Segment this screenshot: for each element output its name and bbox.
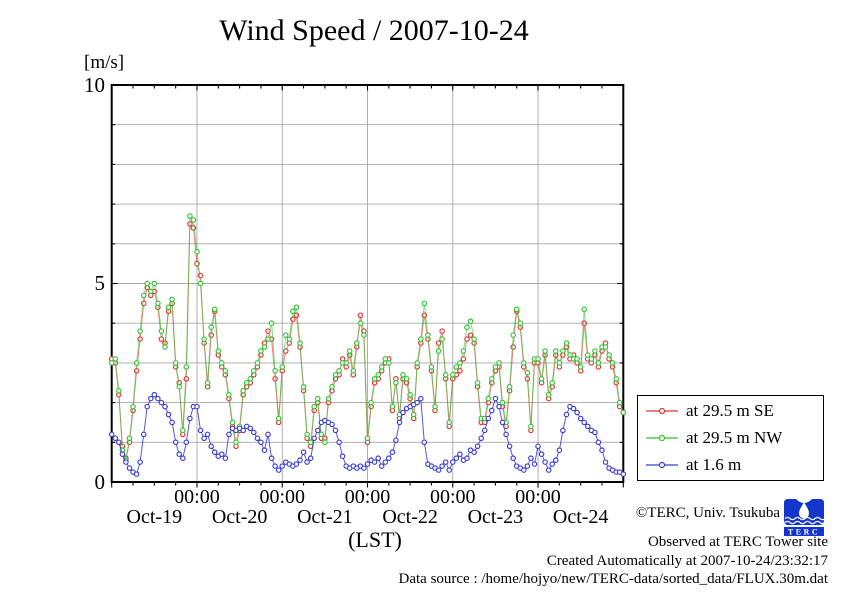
x-date-label-oct-23: Oct-23 — [467, 506, 524, 528]
x-date-label-oct-24: Oct-24 — [552, 506, 609, 528]
terc-logo-text: TERC — [788, 528, 820, 536]
x-date-label-oct-19: Oct-19 — [126, 506, 183, 528]
x-tick-label-midnight-5: 00:00 — [515, 486, 561, 508]
x-tick-label-midnight-2: 00:00 — [259, 486, 305, 508]
terc-logo: TERC — [784, 499, 824, 536]
x-axis-label: (LST) — [348, 527, 402, 552]
legend-row-1-6m: at 1.6 m — [645, 455, 823, 475]
footer-created: Created Automatically at 2007-10-24/23:3… — [546, 553, 828, 569]
legend-sample-1-6m-marker — [646, 461, 678, 468]
x-date-label-oct-21: Oct-21 — [297, 506, 353, 528]
legend-label-se: at 29.5 m SE — [686, 401, 774, 421]
legend-row-se: at 29.5 m SE — [645, 401, 823, 421]
legend-sample-se-marker — [646, 408, 678, 415]
x-tick-label-midnight-3: 00:00 — [344, 486, 391, 508]
series-markers-1 — [108, 213, 627, 463]
legend-row-nw: at 29.5 m NW — [645, 428, 823, 448]
chart-title: Wind Speed / 2007-10-24 — [219, 14, 529, 47]
x-tick-label-midnight-1: 00:00 — [174, 486, 220, 508]
y-axis-unit-label: [m/s] — [84, 52, 125, 73]
x-tick-label-midnight-4: 00:00 — [429, 486, 476, 508]
footer-copyright: ©TERC, Univ. Tsukuba — [635, 505, 780, 521]
footer-observed: Observed at TERC Tower site — [647, 534, 828, 550]
footer-source: Data source : /home/hojyo/new/TERC-data/… — [398, 571, 829, 587]
x-date-label-oct-20: Oct-20 — [211, 506, 268, 528]
legend-label-1-6m: at 1.6 m — [686, 454, 742, 474]
legend-sample-nw-marker — [646, 434, 678, 442]
series-markers-2 — [108, 391, 627, 477]
legend-label-nw: at 29.5 m NW — [686, 427, 783, 447]
y-tick-label-5: 5 — [94, 271, 106, 295]
y-tick-label-10: 10 — [84, 73, 105, 97]
x-date-label-oct-22: Oct-22 — [382, 506, 438, 528]
y-tick-label-0: 0 — [94, 470, 106, 494]
legend-box: at 29.5 m SE at 29.5 m NW at 1.6 m — [637, 395, 824, 481]
